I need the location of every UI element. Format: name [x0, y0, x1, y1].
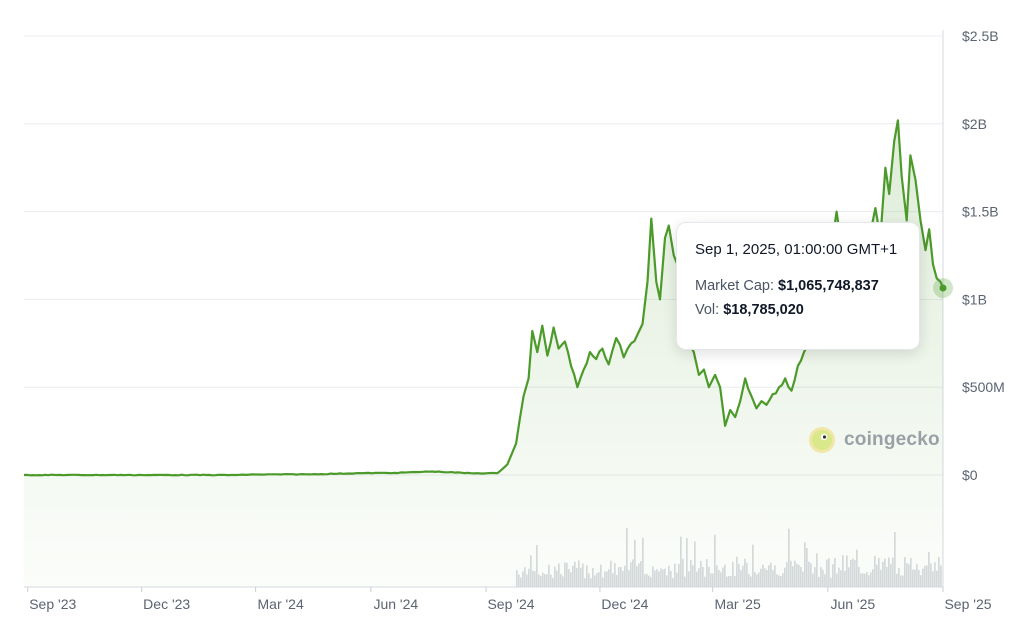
- tooltip-market-cap-label: Market Cap:: [695, 278, 774, 294]
- y-tick-label: $0: [962, 467, 978, 483]
- y-tick-label: $2.5B: [962, 28, 999, 44]
- tooltip-market-cap-row: Market Cap: $1,065,748,837: [695, 278, 901, 294]
- tooltip-vol-label: Vol:: [695, 302, 720, 318]
- chart-tooltip: Sep 1, 2025, 01:00:00 GMT+1 Market Cap: …: [676, 222, 920, 350]
- tooltip-vol-row: Vol: $18,785,020: [695, 302, 901, 318]
- x-tick-label: Dec '24: [601, 596, 648, 612]
- hover-marker-point[interactable]: [939, 284, 947, 292]
- gecko-logo-icon: [809, 427, 835, 453]
- line-layer: [23, 119, 945, 477]
- x-tick-label: Mar '25: [714, 596, 760, 612]
- market-cap-area: [24, 120, 943, 588]
- x-tick-label: Jun '24: [373, 596, 418, 612]
- x-tick-label: Jun '25: [830, 596, 875, 612]
- tooltip-market-cap-value: $1,065,748,837: [778, 278, 879, 294]
- market-cap-line: [23, 119, 945, 477]
- coingecko-watermark: coingecko: [808, 426, 940, 454]
- y-tick-label: $1.5B: [962, 204, 999, 220]
- x-tick-label: Sep '23: [29, 596, 76, 612]
- x-tick-label: Sep '24: [487, 596, 534, 612]
- tooltip-vol-value: $18,785,020: [723, 302, 804, 318]
- tooltip-date: Sep 1, 2025, 01:00:00 GMT+1: [695, 241, 898, 258]
- y-tick-label: $2B: [962, 116, 987, 132]
- x-tick-label: Mar '24: [258, 596, 304, 612]
- axis-layer: $2.5B $2B $1.5B $1B $500M $0 Sep '23 Dec '23 Mar…: [29, 28, 1005, 612]
- area-fill-layer: [24, 120, 943, 588]
- x-tick-label: Sep '25: [944, 596, 991, 612]
- y-tick-label: $1B: [962, 291, 987, 307]
- x-tick-label: Dec '23: [143, 596, 190, 612]
- watermark-text: coingecko: [844, 429, 940, 450]
- hover-marker-layer[interactable]: [933, 277, 953, 298]
- y-tick-label: $500M: [962, 379, 1005, 395]
